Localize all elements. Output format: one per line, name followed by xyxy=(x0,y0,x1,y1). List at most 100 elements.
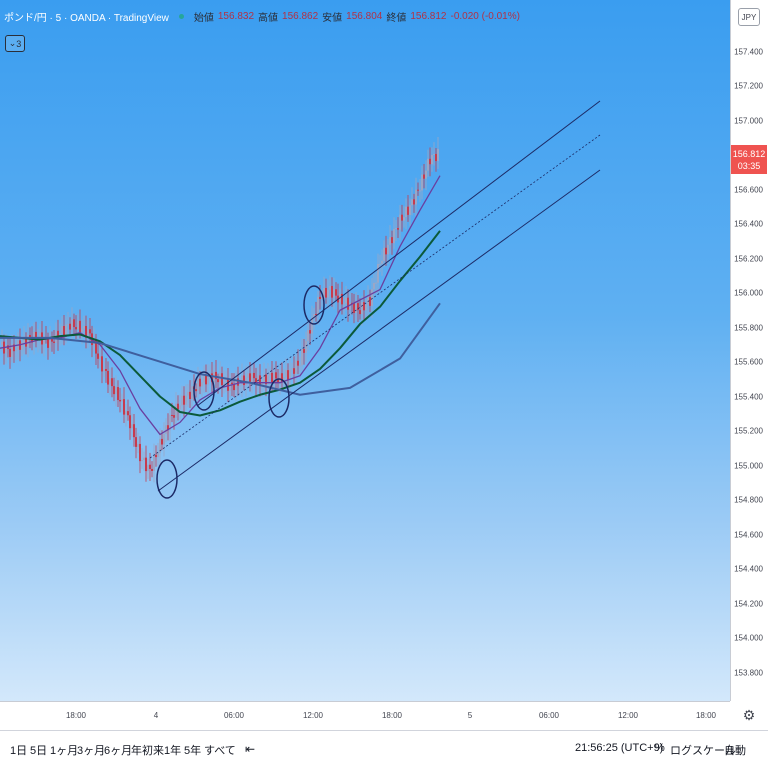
candle-body xyxy=(89,329,91,334)
candle-body xyxy=(123,399,125,415)
price-tick-label: 154.000 xyxy=(734,633,763,643)
candle-body xyxy=(109,378,111,385)
candle-body xyxy=(75,327,77,330)
candle-body xyxy=(385,247,387,255)
candle-body xyxy=(171,414,173,416)
candle-body xyxy=(71,319,73,330)
candle-body xyxy=(303,349,305,353)
chart-plot-area[interactable]: ポンド/円 · 5 · OANDA · TradingView 始値 156.83… xyxy=(0,0,730,701)
calendar-goto-icon[interactable]: ⇤ xyxy=(245,742,256,756)
candle-body xyxy=(145,457,147,472)
price-tick-label: 157.000 xyxy=(734,116,763,125)
candle-body xyxy=(409,205,411,215)
clock-timezone[interactable]: 21:56:25 (UTC+9) xyxy=(575,742,664,754)
candle-body xyxy=(133,424,135,438)
candle-body xyxy=(113,386,115,395)
candle-body xyxy=(353,303,355,313)
candle-body xyxy=(189,391,191,400)
percent-toggle[interactable]: % xyxy=(655,742,665,754)
candle-body xyxy=(401,214,403,221)
candle-body xyxy=(403,217,405,221)
channel-upper-line xyxy=(196,100,601,407)
range-1d-button[interactable]: 1日 xyxy=(10,745,28,757)
currency-button[interactable]: JPY xyxy=(738,8,760,26)
candle-body xyxy=(341,293,343,305)
range-6m-button[interactable]: 6ヶ月 xyxy=(104,745,133,757)
candle-body xyxy=(183,395,185,405)
range-ytd-button[interactable]: 年初来 xyxy=(131,745,164,757)
indicators-toggle-button[interactable]: ⌄ 3 xyxy=(5,35,25,52)
price-axis[interactable]: 157.400157.200157.000156.800156.600156.4… xyxy=(730,0,768,701)
candle-body xyxy=(167,425,169,431)
candle-body xyxy=(407,206,409,215)
candle-body xyxy=(313,313,315,318)
candle-body xyxy=(161,438,163,445)
candle-body xyxy=(173,415,175,418)
close-value: 156.812 xyxy=(410,11,447,22)
candle-body xyxy=(107,370,109,385)
candle-body xyxy=(323,287,325,298)
candle-body xyxy=(375,282,377,284)
time-tick-label: 4 xyxy=(153,711,159,720)
gear-icon[interactable]: ⚙ xyxy=(742,706,756,723)
candle-body xyxy=(25,338,27,347)
candle-body xyxy=(435,153,437,162)
candle-body xyxy=(419,190,421,192)
range-5d-button[interactable]: 5日 xyxy=(30,745,48,757)
log-scale-toggle[interactable]: ログスケール xyxy=(670,745,736,757)
candle-body xyxy=(131,424,133,429)
candle-body xyxy=(383,247,385,261)
price-tick-label: 157.400 xyxy=(734,47,763,56)
candle-body xyxy=(365,304,367,311)
candle-body xyxy=(389,237,391,245)
candle-body xyxy=(405,206,407,218)
range-3m-button[interactable]: 3ヶ月 xyxy=(77,745,106,757)
candle-body xyxy=(325,287,327,298)
candle-body xyxy=(169,414,171,431)
candle-body xyxy=(247,373,249,378)
candle-body xyxy=(317,296,319,315)
candle-body xyxy=(141,460,143,462)
candle-body xyxy=(203,374,205,383)
candle-body xyxy=(63,326,65,336)
range-1y-button[interactable]: 1年 xyxy=(164,745,182,757)
candle-body xyxy=(395,228,397,230)
symbol-title[interactable]: ポンド/円 · 5 · OANDA · TradingView xyxy=(4,13,169,24)
candle-body xyxy=(255,378,257,385)
candle-body xyxy=(23,338,25,343)
range-1m-button[interactable]: 1ヶ月 xyxy=(50,745,79,757)
candle-body xyxy=(381,260,383,264)
candle-body xyxy=(151,468,153,471)
chart-canvas[interactable] xyxy=(0,0,730,701)
candle-body xyxy=(279,373,281,383)
channel-lower-line xyxy=(157,169,601,492)
candle-body xyxy=(13,344,15,352)
candle-body xyxy=(175,403,177,418)
price-tick-label: 154.600 xyxy=(734,530,763,539)
candle-body xyxy=(299,365,301,367)
auto-scale-toggle[interactable]: 自動 xyxy=(724,745,746,757)
candle-body xyxy=(415,189,417,205)
candle-body xyxy=(431,154,433,165)
range-all-button[interactable]: すべて xyxy=(204,745,236,757)
last-price-label: 156.812 03:35 xyxy=(731,145,767,174)
candle-body xyxy=(307,330,309,342)
time-tick-label: 18:00 xyxy=(381,711,403,720)
candle-body xyxy=(187,391,189,396)
time-axis[interactable]: 18:00 4 06:00 12:00 18:00 5 06:00 12:00 18:00 xyxy=(0,701,730,730)
candle-body xyxy=(261,383,263,386)
candle-body xyxy=(251,372,253,382)
candle-body xyxy=(387,244,389,255)
candle-body xyxy=(289,369,291,380)
candle-body xyxy=(69,323,71,330)
candle-body xyxy=(139,443,141,462)
moving-average-fast xyxy=(0,175,441,436)
candle-body xyxy=(315,313,317,315)
candle-body xyxy=(433,153,435,155)
channel-median-line xyxy=(149,134,601,459)
candle-body xyxy=(83,325,85,329)
range-5y-button[interactable]: 5年 xyxy=(184,745,202,757)
candle-body xyxy=(391,237,393,244)
candle-body xyxy=(135,437,137,447)
candle-body xyxy=(397,228,399,230)
